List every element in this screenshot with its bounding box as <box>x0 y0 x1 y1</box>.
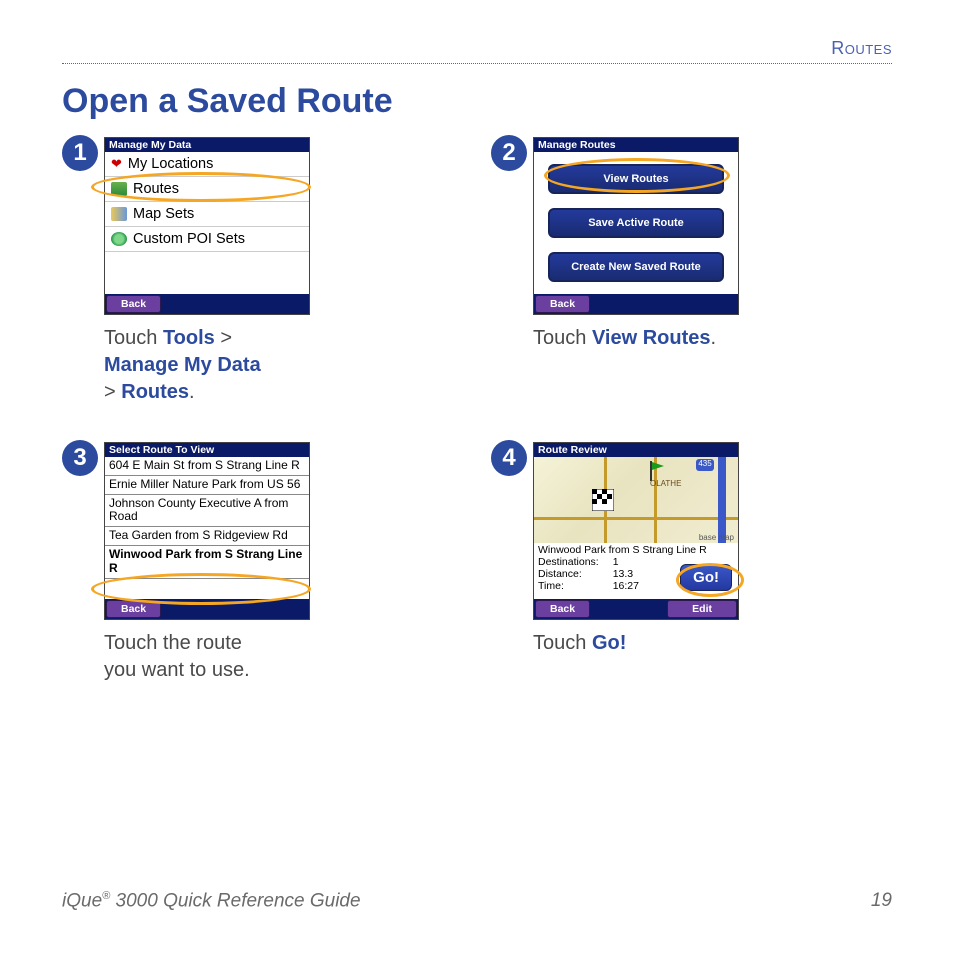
manage-data-list: ❤ My Locations Routes Map Sets Custom PO… <box>105 152 309 294</box>
stat-value: 1 <box>613 556 653 568</box>
routes-icon <box>111 182 127 196</box>
bottom-bar-2: Back <box>534 294 738 314</box>
step-2: 2 Manage Routes View Routes Save Active … <box>491 137 892 406</box>
step-4-caption: Touch Go! <box>533 630 626 657</box>
cap-text: Touch <box>533 632 592 654</box>
step-badge-4: 4 <box>491 440 527 476</box>
list-item-label: Custom POI Sets <box>133 231 245 247</box>
step-1-caption: Touch Tools > Manage My Data > Routes. <box>104 325 261 406</box>
list-item-label: My Locations <box>128 156 213 172</box>
steps-grid: 1 Manage My Data ❤ My Locations Routes M… <box>62 137 892 684</box>
back-button[interactable]: Back <box>106 600 161 618</box>
screen-title-4: Route Review <box>534 443 738 457</box>
checkered-flag-icon <box>592 489 614 511</box>
back-button[interactable]: Back <box>535 600 590 618</box>
cap-text: Touch the route <box>104 632 242 654</box>
stat-label: Destinations: <box>538 556 613 568</box>
edit-button[interactable]: Edit <box>667 600 737 618</box>
page-title: Open a Saved Route <box>62 82 892 121</box>
cap-text: you want to use. <box>104 659 250 681</box>
bottom-bar-1: Back <box>105 294 309 314</box>
view-routes-button[interactable]: View Routes <box>548 164 724 194</box>
cap-bold: Go! <box>592 632 626 654</box>
route-row[interactable]: Tea Garden from S Ridgeview Rd <box>105 527 309 546</box>
screen-title-1: Manage My Data <box>105 138 309 152</box>
route-map[interactable]: OLATHE base map 435 <box>534 457 738 543</box>
footer-left: iQue® 3000 Quick Reference Guide <box>62 890 361 912</box>
save-active-route-button[interactable]: Save Active Route <box>548 208 724 238</box>
route-info: Winwood Park from S Strang Line R Destin… <box>534 543 738 593</box>
list-item-label: Routes <box>133 181 179 197</box>
device-screen-2: Manage Routes View Routes Save Active Ro… <box>533 137 739 315</box>
divider <box>62 63 892 64</box>
cap-bold: Manage My Data <box>104 354 261 376</box>
step-4: 4 Route Review OLATHE base map 435 <box>491 442 892 684</box>
cap-text: Touch <box>533 327 592 349</box>
step-badge-3: 3 <box>62 440 98 476</box>
list-item-routes[interactable]: Routes <box>105 177 309 202</box>
map-city-label: OLATHE <box>650 479 681 488</box>
cap-bold: Routes <box>121 381 189 403</box>
cap-text: > <box>215 327 232 349</box>
stat-label: Time: <box>538 580 613 592</box>
step-3-caption: Touch the route you want to use. <box>104 630 250 684</box>
back-button[interactable]: Back <box>535 295 590 313</box>
manage-routes-body: View Routes Save Active Route Create New… <box>534 152 738 294</box>
footer: iQue® 3000 Quick Reference Guide 19 <box>62 890 892 912</box>
interstate-shield-icon: 435 <box>696 459 714 471</box>
stat-value: 16:27 <box>613 580 653 592</box>
cap-text: > <box>104 381 121 403</box>
cap-bold: View Routes <box>592 327 711 349</box>
back-button[interactable]: Back <box>106 295 161 313</box>
create-new-route-button[interactable]: Create New Saved Route <box>548 252 724 282</box>
cap-text: Touch <box>104 327 163 349</box>
step-1: 1 Manage My Data ❤ My Locations Routes M… <box>62 137 463 406</box>
footer-subtitle: 3000 Quick Reference Guide <box>110 890 360 911</box>
poi-icon <box>111 232 127 246</box>
device-screen-1: Manage My Data ❤ My Locations Routes Map… <box>104 137 310 315</box>
route-stats-table: Destinations:1 Distance:13.3 Time:16:27 <box>538 556 653 592</box>
footer-product: iQue <box>62 890 102 911</box>
route-review-body: OLATHE base map 435 Winwood Park from S … <box>534 457 738 599</box>
map-scale-label: base map <box>699 533 734 542</box>
route-row[interactable]: 604 E Main St from S Strang Line R <box>105 457 309 476</box>
device-screen-4: Route Review OLATHE base map 435 <box>533 442 739 620</box>
green-flag-icon <box>648 461 664 481</box>
stat-value: 13.3 <box>613 568 653 580</box>
page-number: 19 <box>871 890 892 912</box>
screen-title-3: Select Route To View <box>105 443 309 457</box>
list-item-label: Map Sets <box>133 206 194 222</box>
stat-label: Distance: <box>538 568 613 580</box>
route-row[interactable]: Ernie Miller Nature Park from US 56 <box>105 476 309 495</box>
cap-bold: Tools <box>163 327 215 349</box>
route-row[interactable]: Winwood Park from S Strang Line R <box>105 546 309 579</box>
heart-icon: ❤ <box>111 156 122 172</box>
screen-title-2: Manage Routes <box>534 138 738 152</box>
step-badge-2: 2 <box>491 135 527 171</box>
section-label: Routes <box>62 38 892 59</box>
section-label-text: Routes <box>831 38 892 58</box>
go-button[interactable]: Go! <box>680 564 732 591</box>
list-item-map-sets[interactable]: Map Sets <box>105 202 309 227</box>
cap-text: . <box>711 327 717 349</box>
list-item-custom-poi[interactable]: Custom POI Sets <box>105 227 309 252</box>
bottom-bar-4: Back Edit <box>534 599 738 619</box>
cap-text: . <box>189 381 195 403</box>
step-3: 3 Select Route To View 604 E Main St fro… <box>62 442 463 684</box>
bottom-bar-3: Back <box>105 599 309 619</box>
route-row[interactable]: Johnson County Executive A from Road <box>105 495 309 528</box>
step-badge-1: 1 <box>62 135 98 171</box>
route-list-body: 604 E Main St from S Strang Line R Ernie… <box>105 457 309 599</box>
device-screen-3: Select Route To View 604 E Main St from … <box>104 442 310 620</box>
step-2-caption: Touch View Routes. <box>533 325 716 352</box>
route-name: Winwood Park from S Strang Line R <box>538 544 734 556</box>
list-item-my-locations[interactable]: ❤ My Locations <box>105 152 309 177</box>
mapsets-icon <box>111 207 127 221</box>
